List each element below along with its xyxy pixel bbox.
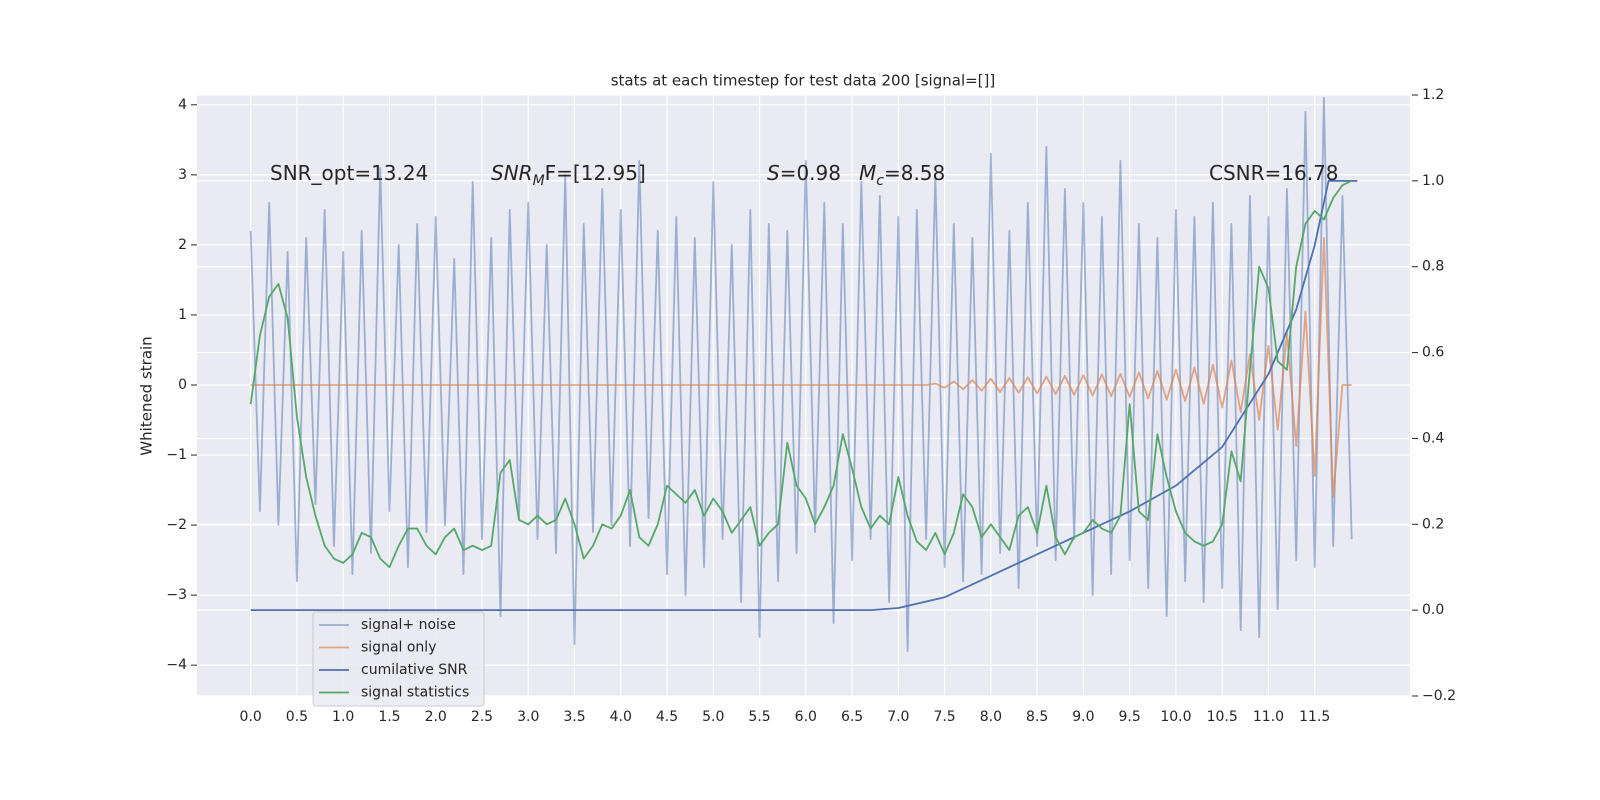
series-line [249,96,1353,653]
x-tick-label: 2.5 [471,709,493,725]
y2-tick-label: 1.0 [1422,173,1444,189]
series-line [250,237,1352,498]
annotation-rest: =0.98 [780,161,841,185]
legend-label: signal only [361,640,436,656]
annotation: Mc=8.58 [859,161,945,189]
legend-label: signal statistics [361,685,469,701]
y-tick-label: 2 [178,237,187,253]
x-tick-label: 2.0 [425,709,447,725]
annotation: SNRMF=[12.95] [491,161,646,189]
x-tick-label: 0.0 [240,709,262,725]
x-tick-label: 10.0 [1160,709,1191,725]
x-tick-label: 7.5 [933,709,955,725]
y-tick-label: −4 [166,657,187,673]
x-tick-label: 5.5 [748,709,770,725]
annotation: S=0.98 [767,161,841,185]
y-tick-label: 3 [178,167,187,183]
legend-label: cumilative SNR [361,662,468,678]
x-tick-label: 1.0 [332,709,354,725]
x-tick-label: 8.0 [980,709,1002,725]
chart-title: stats at each timestep for test data 200… [611,72,996,90]
annotation-base: M [859,161,876,185]
grid [197,94,1410,697]
annotation-base: S [767,161,780,185]
y2-tick-label: 0.0 [1422,602,1444,618]
y2-tick-label: 1.2 [1422,87,1444,103]
x-tick-label: 9.0 [1072,709,1094,725]
x-tick-label: 0.5 [286,709,308,725]
x-tick-label: 8.5 [1026,709,1048,725]
x-tick-label: 6.0 [795,709,817,725]
legend-frame [312,611,485,707]
y-tick-label: −2 [166,517,187,533]
x-tick-label: 4.5 [656,709,678,725]
y-tick-label: −1 [166,447,187,463]
y-axis-label: Whitened strain [138,336,156,455]
x-tick-label: 1.5 [378,709,400,725]
x-tick-label: 5.0 [702,709,724,725]
annotation-rest: =8.58 [884,161,945,185]
series-line [249,180,1353,569]
x-tick-label: 10.5 [1207,709,1238,725]
annotation: CSNR=16.78 [1209,161,1339,185]
y2-tick-label: 0.8 [1422,259,1444,275]
annotation: SNR_opt=13.24 [270,161,428,185]
y-tick-label: 4 [178,97,187,113]
x-tick-label: 3.5 [563,709,585,725]
y2-tick-label: −0.2 [1422,688,1456,704]
y-tick-label: 1 [178,307,187,323]
y2-tick-label: 0.2 [1422,516,1444,532]
x-tick-label: 11.0 [1253,709,1284,725]
annotation-rest: F=[12.95] [545,161,646,185]
x-tick-label: 3.0 [517,709,539,725]
legend: signal+ noise signal only cumilative SNR si… [312,611,485,707]
annotation-base: SNR [491,161,533,185]
y2-tick-label: 0.4 [1422,430,1444,446]
y2-tick-label: 0.6 [1422,345,1444,361]
x-tick-label: 9.5 [1119,709,1141,725]
annotation-sub: M [533,173,545,189]
legend-label: signal+ noise [361,617,456,633]
x-tick-label: 11.5 [1299,709,1330,725]
y-tick-label: 0 [178,377,187,393]
series-line [250,179,1358,612]
x-tick-label: 7.0 [887,709,909,725]
x-tick-label: 4.0 [610,709,632,725]
annotation-sub: c [876,173,884,189]
y-tick-label: −3 [166,587,187,603]
x-tick-label: 6.5 [841,709,863,725]
